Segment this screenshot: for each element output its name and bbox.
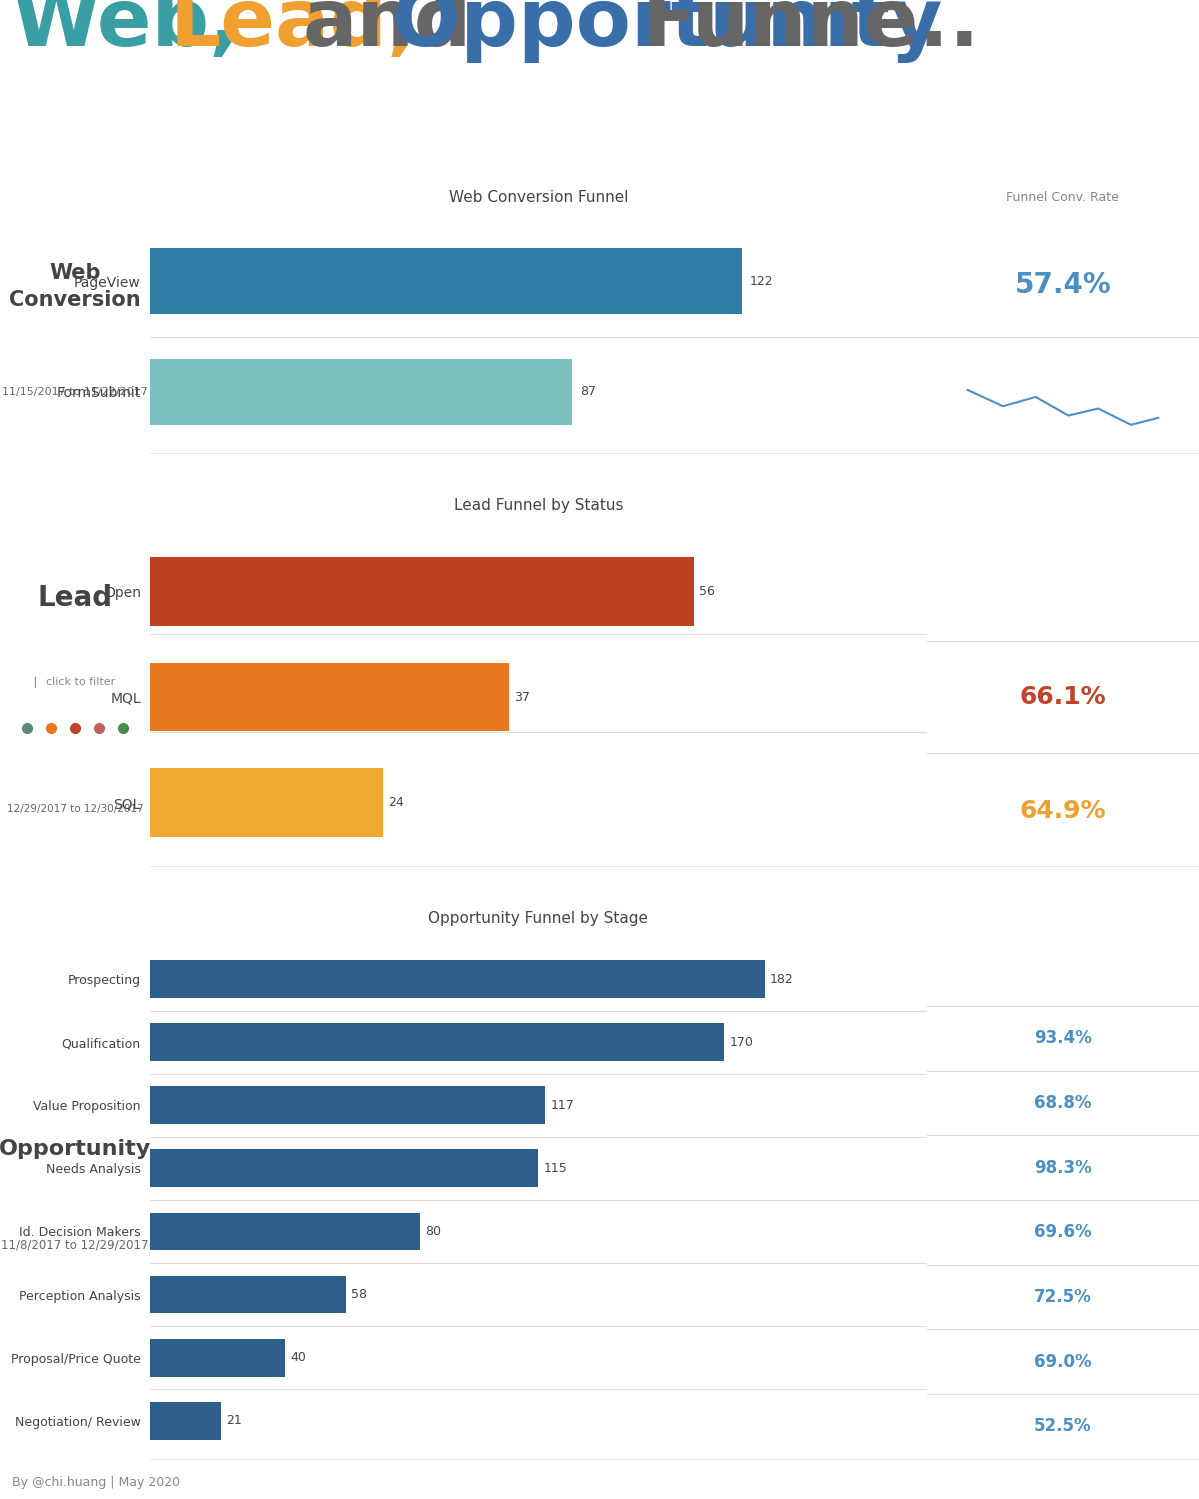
Text: 182: 182 <box>770 973 794 986</box>
Text: ▏ click to filter: ▏ click to filter <box>35 676 115 688</box>
Text: 69.6%: 69.6% <box>1034 1223 1092 1241</box>
Bar <box>150 1276 345 1313</box>
Text: 64.9%: 64.9% <box>1019 799 1107 823</box>
Bar <box>150 556 694 625</box>
Text: 170: 170 <box>729 1036 753 1049</box>
Text: 69.0%: 69.0% <box>1034 1352 1092 1370</box>
Text: Funne..: Funne.. <box>641 0 981 63</box>
Text: 72.5%: 72.5% <box>1034 1288 1092 1306</box>
Bar <box>150 1213 420 1250</box>
Text: and: and <box>302 0 471 63</box>
Text: 24: 24 <box>387 796 404 809</box>
Text: 40: 40 <box>290 1351 306 1364</box>
Text: Web
Conversion: Web Conversion <box>10 264 140 309</box>
Text: 58: 58 <box>351 1288 367 1301</box>
Text: Web Conversion Funnel: Web Conversion Funnel <box>448 190 628 205</box>
Bar <box>150 663 510 732</box>
Text: 66.1%: 66.1% <box>1019 685 1107 709</box>
Text: Lead,: Lead, <box>170 0 418 63</box>
Bar <box>150 1087 546 1124</box>
Text: 37: 37 <box>514 691 530 703</box>
Text: Funnel Conv. Rate: Funnel Conv. Rate <box>1006 192 1120 204</box>
Text: 12/29/2017 to 12/30/2017: 12/29/2017 to 12/30/2017 <box>7 803 143 814</box>
Text: 57.4%: 57.4% <box>1014 271 1111 300</box>
Text: Opportunity: Opportunity <box>0 1139 151 1159</box>
Text: 98.3%: 98.3% <box>1034 1159 1092 1177</box>
Text: Lead Funnel by Status: Lead Funnel by Status <box>453 498 623 513</box>
Text: Opportunity: Opportunity <box>392 0 942 63</box>
Text: 80: 80 <box>426 1225 441 1238</box>
Text: 117: 117 <box>550 1099 574 1112</box>
Text: 56: 56 <box>699 585 715 598</box>
Text: 122: 122 <box>749 274 773 288</box>
Bar <box>150 358 572 426</box>
Text: 21: 21 <box>225 1414 242 1427</box>
Text: Lead: Lead <box>37 583 113 612</box>
Bar <box>150 1402 221 1439</box>
Bar <box>150 1024 724 1061</box>
Text: 11/8/2017 to 12/29/2017: 11/8/2017 to 12/29/2017 <box>1 1238 149 1252</box>
Text: Web,: Web, <box>12 0 241 63</box>
Text: 93.4%: 93.4% <box>1034 1030 1092 1048</box>
Text: By @chi.huang | May 2020: By @chi.huang | May 2020 <box>12 1477 180 1489</box>
Text: 115: 115 <box>543 1162 567 1175</box>
Text: Opportunity Funnel by Stage: Opportunity Funnel by Stage <box>428 911 649 926</box>
Text: 52.5%: 52.5% <box>1034 1417 1092 1435</box>
Bar <box>150 769 382 838</box>
Text: 11/15/2017 to 11/22/2017: 11/15/2017 to 11/22/2017 <box>2 387 147 397</box>
Text: 87: 87 <box>579 385 596 399</box>
Text: 68.8%: 68.8% <box>1035 1094 1091 1112</box>
Bar <box>150 247 742 315</box>
Bar <box>150 1150 538 1187</box>
Bar <box>150 961 765 998</box>
Bar <box>150 1339 285 1376</box>
